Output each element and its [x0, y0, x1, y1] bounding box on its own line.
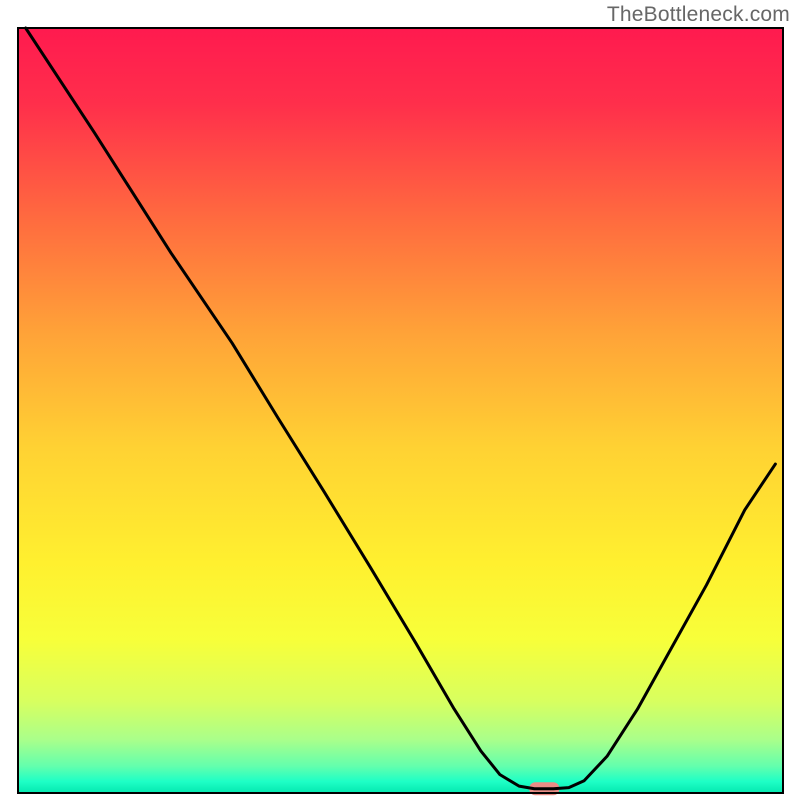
chart-container: TheBottleneck.com — [0, 0, 800, 800]
watermark-text: TheBottleneck.com — [607, 3, 790, 27]
chart-background-gradient — [18, 28, 783, 793]
bottleneck-chart — [0, 0, 800, 800]
